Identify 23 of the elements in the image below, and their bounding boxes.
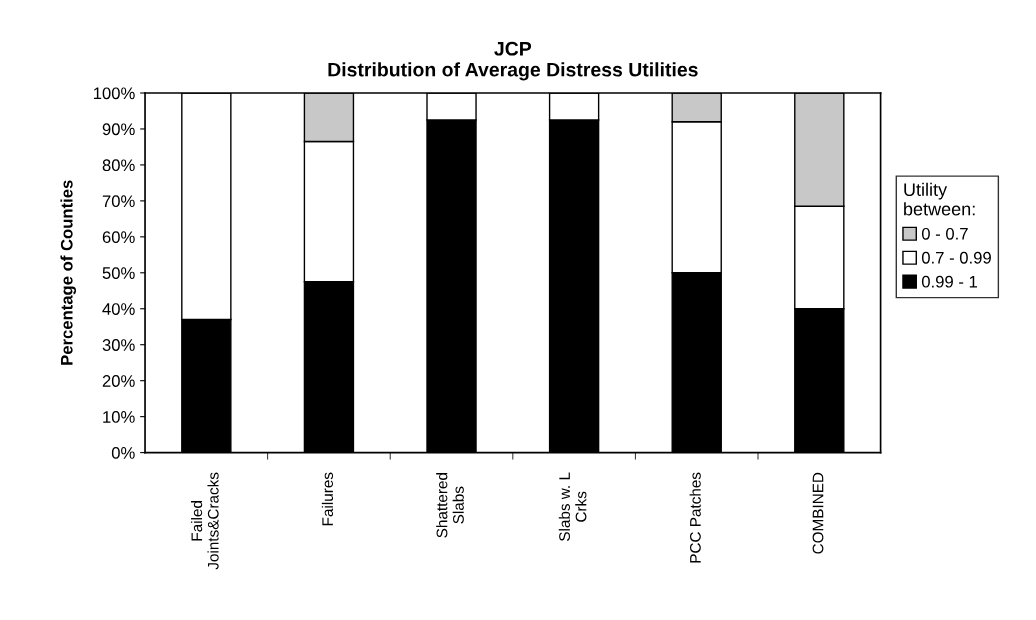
x-tick-label: Shattered Slabs	[436, 473, 464, 538]
y-tick-label: 10%	[103, 411, 135, 423]
x-tick-label: Failures	[321, 472, 334, 526]
y-axis-title: Percentage of Counties	[60, 180, 77, 365]
x-tick-label: Slabs w. L Crks	[558, 472, 587, 541]
chart-title: JCP Distribution of Average Distress Utilities	[328, 41, 698, 81]
legend-label: 0.7 - 0.99	[921, 251, 991, 264]
y-tick-label: 80%	[102, 159, 135, 172]
y-tick-label: 60%	[102, 231, 135, 244]
y-tick-label: 40%	[102, 303, 135, 315]
y-tick-label: 0%	[111, 447, 135, 459]
x-tick-label: COMBINED	[812, 472, 824, 554]
y-tick-label: 20%	[102, 375, 135, 387]
x-tick-label: Failed Joints&Cracks	[190, 472, 219, 570]
legend-label: 0 - 0.7	[921, 227, 968, 240]
y-tick-label: 100%	[93, 87, 135, 100]
y-tick-label: 30%	[102, 339, 135, 351]
legend-label: 0.99 - 1	[921, 275, 977, 288]
x-tick-label: PCC Patches	[689, 472, 701, 563]
legend-title: Utility between:	[904, 182, 975, 216]
y-tick-label: 70%	[102, 195, 135, 208]
y-tick-label: 90%	[102, 123, 135, 136]
y-tick-label: 50%	[102, 267, 135, 279]
